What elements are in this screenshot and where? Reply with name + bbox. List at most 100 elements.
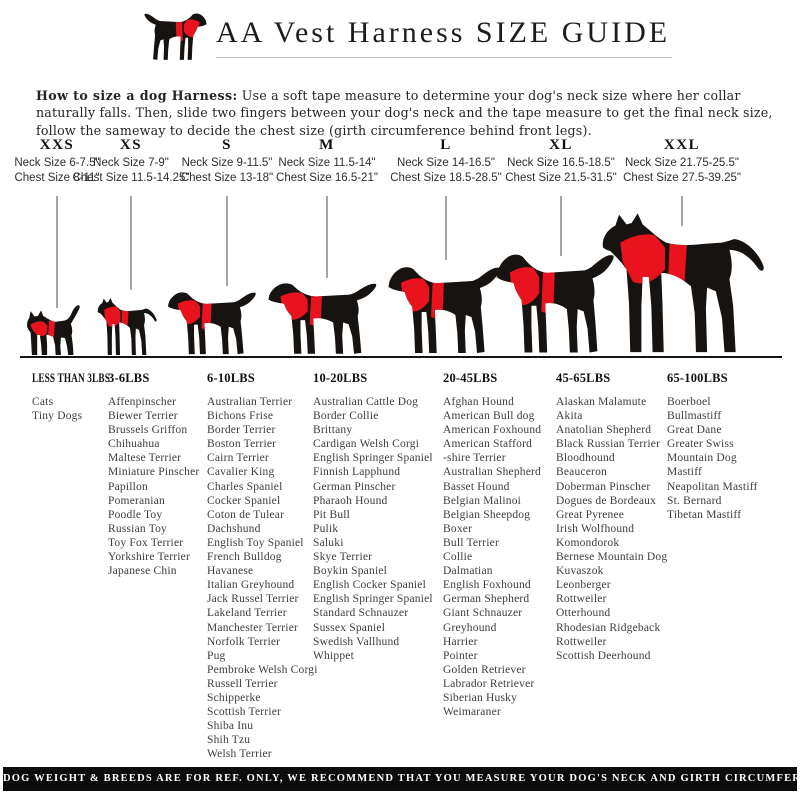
breed-item: Doberman Pinscher: [556, 480, 651, 493]
disclaimer-bar: DOG WEIGHT & BREEDS ARE FOR REF. ONLY, W…: [3, 767, 800, 791]
breed-item: Tiny Dogs: [32, 410, 83, 423]
breed-item: American Stafford: [443, 438, 533, 451]
breed-item: Lakeland Terrier: [207, 607, 287, 620]
chest-size: Chest Size 18.5-28.5": [390, 172, 502, 184]
weight-group-label: 10-20LBS: [313, 371, 368, 385]
breed-item: Papillon: [108, 480, 148, 493]
weight-group-label: 3-6LBS: [108, 371, 150, 385]
breed-item: Dogues de Bordeaux: [556, 494, 657, 507]
breed-item: Shiba Inu: [207, 720, 254, 733]
breed-item: Afghan Hound: [443, 396, 515, 408]
breed-item: Alaskan Malamute: [556, 396, 647, 408]
breed-item: Havanese: [207, 565, 254, 578]
weight-group-label: 65-100LBS: [667, 371, 728, 385]
breed-item: Manchester Terrier: [207, 621, 299, 634]
dog-silhouette-xxl: [598, 211, 784, 357]
breed-item: Schipperke: [207, 691, 261, 704]
breed-item: Brittany: [313, 424, 353, 437]
breed-item: Rottweiler: [556, 635, 607, 648]
chest-size: Chest Size 27.5-39.25": [623, 172, 741, 184]
breed-item: Jack Russel Terrier: [207, 593, 299, 606]
neck-size: Neck Size 11.5-14": [278, 157, 376, 169]
breed-item: Standard Schnauzer: [313, 607, 409, 620]
breed-item: Yorkshire Terrier: [108, 551, 191, 564]
weight-group-label: 20-45LBS: [443, 371, 498, 385]
breed-item: Siberian Husky: [443, 691, 518, 704]
breed-item: Whippet: [313, 649, 354, 662]
breed-item: English Toy Spaniel: [207, 536, 304, 549]
breed-item: Scottish Deerhound: [556, 649, 651, 662]
breed-item: Black Russian Terrier: [556, 438, 661, 451]
size-column-m: M Neck Size 11.5-14" Chest Size 16.5-21": [254, 137, 400, 184]
breed-item: Pointer: [443, 649, 478, 662]
breed-item: German Pinscher: [313, 480, 396, 493]
breed-item: Pug: [207, 649, 226, 662]
weight-group-20-45lbs: 20-45LBS Afghan Hound American Bull dog Am…: [443, 371, 541, 719]
chest-size: Chest Size 8-11": [14, 172, 100, 184]
weight-group-label: 6-10LBS: [207, 371, 255, 385]
breed-item: Great Dane: [667, 424, 722, 437]
size-column-xs: XS Neck Size 7-9" Chest Size 11.5-14.25": [58, 137, 204, 184]
neck-size: Neck Size 7-9": [93, 157, 169, 169]
breed-list: Affenpinscher Biewer Terrier Brussels Grif…: [108, 395, 199, 578]
breed-list: Alaskan Malamute Akita Anatolian Shepherd B…: [556, 395, 667, 663]
breed-item: Harrier: [443, 635, 478, 648]
breed-item: Mastiff: [667, 466, 703, 479]
breed-item: Golden Retriever: [443, 663, 526, 676]
breed-item: Dachshund: [207, 522, 261, 535]
breed-item: Weimaraner: [443, 706, 501, 719]
chest-size: Chest Size 11.5-14.25": [72, 172, 190, 184]
breed-item: Bernese Mountain Dog: [556, 551, 668, 564]
chest-size: Chest Size 13-18": [180, 172, 274, 184]
breed-item: Bichons Frise: [207, 410, 274, 423]
weight-group-10-20lbs: 10-20LBS Australian Cattle Dog Border Col…: [313, 371, 433, 663]
breed-item: Pomeranian: [108, 494, 165, 507]
breed-item: Sussex Spaniel: [313, 621, 386, 634]
title-underline: [216, 57, 672, 58]
instructions-body: Use a soft tape measure to determine you…: [36, 87, 773, 139]
breed-item: Swedish Vallhund: [313, 635, 400, 648]
size-label: XS: [119, 137, 143, 153]
weight-group-3-6lbs: 3-6LBS Affenpinscher Biewer Terrier Brusse…: [108, 371, 199, 578]
size-label: S: [222, 137, 232, 153]
breed-item: Italian Greyhound: [207, 579, 295, 592]
breed-item: Maltese Terrier: [108, 452, 182, 465]
breed-item: English Springer Spaniel: [313, 452, 433, 465]
breed-item: Giant Schnauzer: [443, 607, 523, 620]
breed-list: Afghan Hound American Bull dog American Fo…: [443, 395, 541, 719]
neck-size: Neck Size 16.5-18.5": [507, 157, 615, 169]
dog-silhouette-s: [166, 285, 262, 357]
breed-item: Welsh Terrier: [207, 748, 272, 761]
breed-item: English Cocker Spaniel: [313, 579, 426, 592]
chest-size: Chest Size 16.5-21": [276, 172, 378, 184]
breed-list: Australian Cattle Dog Border Collie Britta…: [313, 395, 433, 663]
weight-group-45-65lbs: 45-65LBS Alaskan Malamute Akita Anatolian …: [556, 371, 667, 663]
size-label: XXL: [663, 137, 701, 153]
breed-item: -shire Terrier: [443, 452, 506, 465]
breed-item: Border Collie: [313, 410, 379, 423]
breed-item: Cocker Spaniel: [207, 494, 281, 507]
breed-item: Pharaoh Hound: [313, 494, 388, 507]
breed-item: Brussels Griffon: [108, 424, 188, 437]
breed-item: Toy Fox Terrier: [108, 536, 184, 549]
pointer-line-s: [226, 196, 228, 286]
breed-item: Australian Shepherd: [443, 466, 542, 479]
breed-item: Belgian Sheepdog: [443, 508, 531, 521]
breed-item: Rhodesian Ridgeback: [556, 621, 661, 634]
breed-item: Belgian Malinoi: [443, 494, 522, 507]
pointer-line-m: [326, 196, 328, 278]
breed-item: American Foxhound: [443, 424, 542, 437]
breed-item: Akita: [556, 410, 583, 423]
breed-item: Bloodhound: [556, 452, 615, 465]
pointer-line-l: [445, 196, 447, 260]
breed-item: Boerboel: [667, 396, 711, 408]
breed-item: Dalmatian: [443, 565, 493, 578]
breed-item: Labrador Retriever: [443, 677, 535, 690]
breed-item: Poodle Toy: [108, 508, 163, 521]
size-column-s: S Neck Size 9-11.5" Chest Size 13-18": [154, 137, 300, 184]
breed-item: Australian Terrier: [207, 396, 293, 408]
size-label: XXS: [39, 137, 75, 153]
page-title: AA Vest Harness SIZE GUIDE: [216, 16, 671, 49]
breed-item: Cardigan Welsh Corgi: [313, 438, 420, 451]
